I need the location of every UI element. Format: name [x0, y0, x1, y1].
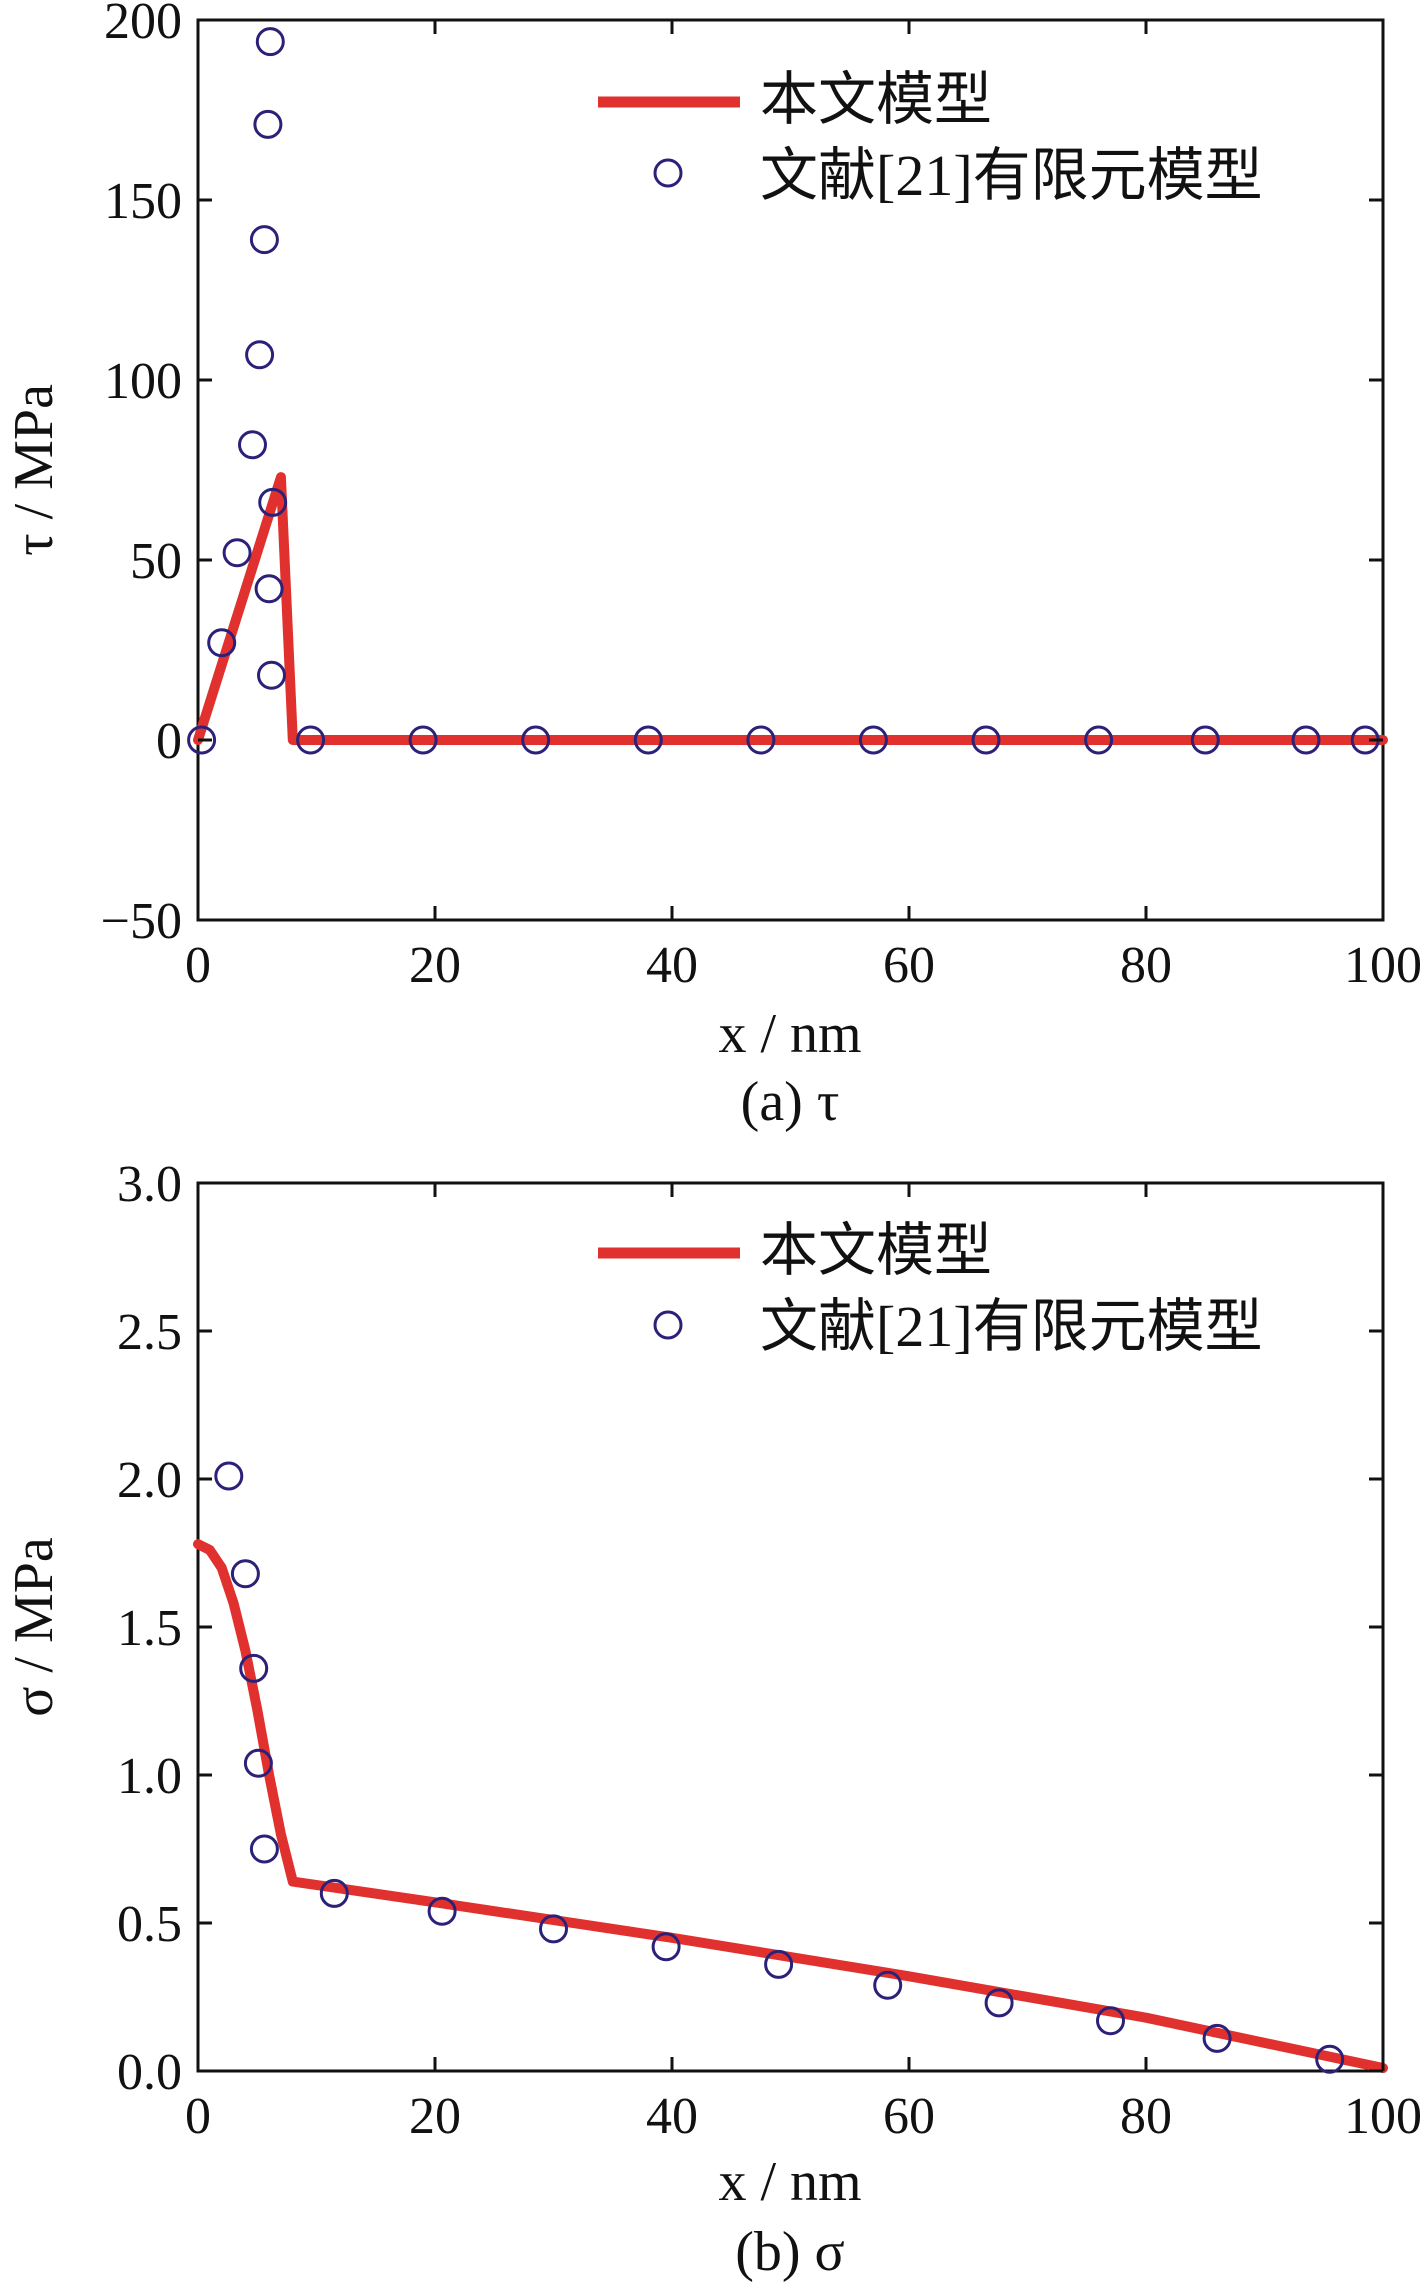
fem-data-point [207, 628, 237, 658]
y-tick-label: −50 [101, 893, 182, 950]
data-layer [187, 27, 1388, 755]
fem-data-point [296, 725, 326, 755]
fem-data-point [1096, 2006, 1125, 2036]
fem-data-point [222, 538, 252, 568]
y-tick-label: 0.5 [117, 1896, 182, 1953]
legend: 本文模型 文献[21]有限元模型 [598, 1218, 1263, 1359]
y-tick-label: 50 [130, 533, 182, 590]
y-tick-label: 200 [104, 0, 182, 50]
fem-data-point [1190, 725, 1220, 755]
model-line [193, 1539, 1388, 2073]
legend-label-fem: 文献[21]有限元模型 [760, 143, 1263, 208]
x-tick-label: 40 [646, 2088, 698, 2145]
x-tick-label: 80 [1120, 2088, 1172, 2145]
fem-data-point [633, 725, 663, 755]
chart-panel-b: 0 20 40 60 80 100 0.0 0.5 1.0 1.5 2.0 2.5 3.0 本文模型 文… [3, 1156, 1422, 2283]
fem-data-point [319, 1878, 349, 1908]
x-tick-label: 20 [409, 937, 461, 994]
y-tick-label: 0.0 [117, 2044, 182, 2101]
y-axis-label: σ / MPa [3, 1537, 65, 1717]
fem-data-point [539, 1914, 568, 1944]
fem-data-point [427, 1896, 457, 1926]
x-axis-label: x / nm [718, 1003, 861, 1065]
fem-data-point [521, 725, 551, 755]
y-tick-label: 3.0 [117, 1156, 182, 1213]
fem-data-point [1084, 725, 1114, 755]
panel-caption-b: (b) σ [735, 2221, 844, 2283]
legend-marker-swatch [653, 158, 683, 188]
fem-data-point [214, 1461, 244, 1491]
data-layer [193, 1461, 1388, 2074]
fem-data-point [238, 430, 267, 460]
fem-data-point [873, 1970, 903, 2000]
fem-data-point [1291, 725, 1321, 755]
fem-data-point [254, 574, 284, 604]
plot-frame [196, 18, 1385, 922]
fem-data-point [984, 1988, 1014, 2018]
legend: 本文模型 文献[21]有限元模型 [598, 67, 1263, 208]
panel-caption-a: (a) τ [741, 1071, 840, 1133]
x-tick-label: 40 [646, 937, 698, 994]
legend-label-model: 本文模型 [760, 1218, 992, 1283]
fem-data-point [243, 1748, 273, 1778]
y-tick-label: 0 [156, 713, 182, 770]
model-line [193, 472, 1388, 745]
y-tick-label: 1.0 [117, 1748, 182, 1805]
fem-data-point [764, 1949, 794, 1979]
y-tick-label: 100 [104, 353, 182, 410]
fem-data-point [257, 660, 286, 690]
fem-data-point [971, 725, 1001, 755]
fem-data-point [746, 725, 776, 755]
fem-data-point [187, 725, 217, 755]
y-axis-label: τ / MPa [3, 384, 65, 556]
fem-data-point [249, 225, 279, 255]
x-tick-label: 100 [1344, 2088, 1422, 2145]
x-tick-label: 100 [1344, 937, 1422, 994]
y-tick-label: 150 [104, 173, 182, 230]
x-axis-label: x / nm [718, 2151, 861, 2213]
x-tick-label: 60 [883, 2088, 935, 2145]
x-tick-label: 20 [409, 2088, 461, 2145]
fem-data-point [255, 27, 285, 57]
legend-label-model: 本文模型 [760, 67, 992, 132]
legend-marker-swatch [653, 1310, 683, 1340]
y-tick-label: 2.0 [117, 1452, 182, 1509]
tick-layer: 0 20 40 60 80 100 0.0 0.5 1.0 1.5 2.0 2.5 3.0 [117, 1156, 1422, 2145]
y-tick-label: 2.5 [117, 1304, 182, 1361]
x-tick-label: 80 [1120, 937, 1172, 994]
fem-data-point [239, 1653, 269, 1683]
fem-data-point [258, 487, 288, 517]
fem-data-point [1315, 2044, 1345, 2074]
x-tick-label: 60 [883, 937, 935, 994]
fem-data-point [249, 1834, 279, 1864]
fem-data-point [858, 725, 888, 755]
fem-data-point [1202, 2023, 1232, 2053]
fem-data-point [651, 1932, 681, 1962]
x-tick-label: 0 [185, 2088, 211, 2145]
fem-data-point [408, 725, 438, 755]
fem-data-point [245, 340, 275, 370]
y-tick-label: 1.5 [117, 1600, 182, 1657]
legend-label-fem: 文献[21]有限元模型 [760, 1294, 1263, 1359]
x-tick-label: 0 [185, 937, 211, 994]
fem-data-point [230, 1559, 260, 1589]
fem-data-point [253, 109, 283, 139]
